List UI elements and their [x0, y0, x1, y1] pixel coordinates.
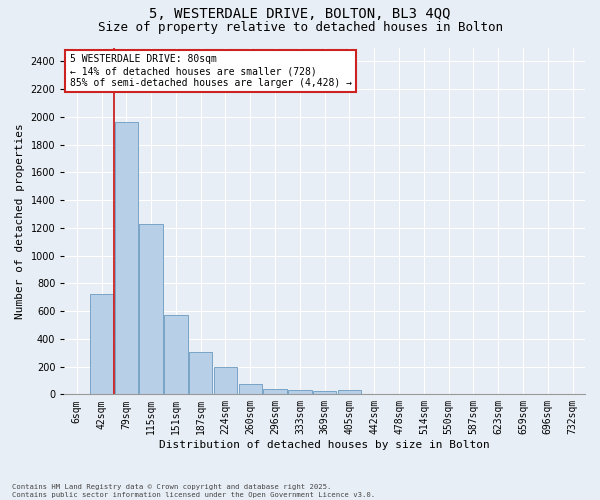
Bar: [115, 122, 138, 394]
Text: 5 WESTERDALE DRIVE: 80sqm
← 14% of detached houses are smaller (728)
85% of semi: 5 WESTERDALE DRIVE: 80sqm ← 14% of detac…: [70, 54, 352, 88]
Bar: [214, 366, 237, 394]
Text: Contains HM Land Registry data © Crown copyright and database right 2025.
Contai: Contains HM Land Registry data © Crown c…: [12, 484, 375, 498]
Bar: [239, 384, 262, 394]
Bar: [189, 352, 212, 395]
Bar: [90, 294, 113, 394]
Bar: [139, 224, 163, 394]
Y-axis label: Number of detached properties: Number of detached properties: [15, 123, 25, 319]
Text: 5, WESTERDALE DRIVE, BOLTON, BL3 4QQ: 5, WESTERDALE DRIVE, BOLTON, BL3 4QQ: [149, 8, 451, 22]
Text: Size of property relative to detached houses in Bolton: Size of property relative to detached ho…: [97, 21, 503, 34]
X-axis label: Distribution of detached houses by size in Bolton: Distribution of detached houses by size …: [159, 440, 490, 450]
Bar: [164, 314, 188, 394]
Bar: [288, 390, 311, 394]
Bar: [338, 390, 361, 394]
Bar: [313, 391, 337, 394]
Bar: [263, 389, 287, 394]
